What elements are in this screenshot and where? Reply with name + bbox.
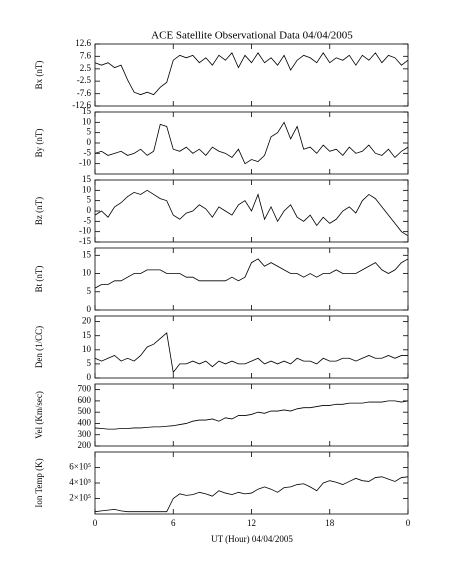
y-tick-label: 600: [78, 395, 92, 405]
y-tick-label: 10: [82, 344, 92, 354]
y-axis-label: Ion Temp (K): [34, 458, 44, 507]
x-tick-label: 6: [171, 518, 176, 528]
y-tick-label: 0: [87, 205, 92, 215]
y-axis-label: Bz (nT): [34, 197, 44, 225]
x-tick-label: 0: [406, 518, 411, 528]
y-tick-label: 200: [78, 440, 92, 450]
data-line: [94, 52, 409, 96]
y-axis-label: By (nT): [34, 129, 44, 158]
y-tick-label: 4×10⁵: [69, 477, 91, 487]
data-line: [94, 258, 409, 289]
y-tick-label: 0: [87, 137, 92, 147]
y-tick-label: 2×10⁵: [69, 493, 91, 503]
y-tick-label: 10: [82, 268, 92, 278]
panel-frame: [94, 451, 409, 515]
panel-frame: [94, 43, 409, 107]
x-tick-label: 18: [325, 518, 335, 528]
y-axis-label: Bt (nT): [34, 266, 44, 293]
y-tick-label: 5: [87, 358, 92, 368]
data-line: [94, 332, 408, 374]
y-tick-label: -2.5: [77, 75, 92, 85]
y-tick-label: 0: [87, 304, 92, 314]
y-axis-label: Bx (nT): [34, 61, 44, 90]
y-tick-label: 5: [87, 286, 92, 296]
y-tick-label: -15: [79, 236, 91, 246]
y-tick-label: 2.5: [80, 63, 92, 73]
chart-title: ACE Satellite Observational Data 04/04/2…: [151, 30, 353, 42]
y-tick-label: -5: [84, 215, 92, 225]
y-tick-label: 0: [87, 372, 92, 382]
x-tick-label: 12: [247, 518, 256, 528]
y-tick-label: -7.6: [77, 88, 92, 98]
y-tick-label: 20: [82, 316, 92, 326]
y-tick-label: -12.6: [72, 100, 91, 110]
y-tick-label: 700: [78, 384, 92, 394]
x-axis-label: UT (Hour) 04/04/2005: [211, 534, 293, 544]
y-tick-label: -10: [79, 158, 91, 168]
y-tick-label: 6×10⁵: [69, 462, 91, 472]
data-line: [94, 476, 409, 513]
y-tick-label: 15: [82, 174, 92, 184]
y-tick-label: 10: [82, 116, 92, 126]
y-tick-label: 7.6: [80, 50, 92, 60]
y-tick-label: 500: [78, 406, 92, 416]
y-axis-label: Den (1/CC): [34, 326, 44, 368]
y-axis-label: Vel (Km/sec): [34, 391, 44, 439]
y-tick-label: 15: [82, 249, 92, 259]
y-tick-label: 15: [82, 330, 92, 340]
y-tick-label: 5: [87, 195, 92, 205]
data-line: [94, 121, 409, 165]
y-tick-label: 12.6: [75, 38, 91, 48]
panel-frame: [94, 383, 409, 447]
y-tick-label: 400: [78, 418, 92, 428]
x-tick-label: 0: [93, 518, 98, 528]
y-tick-label: 300: [78, 429, 92, 439]
y-tick-label: 10: [82, 184, 92, 194]
y-tick-label: -10: [79, 226, 91, 236]
y-tick-label: 5: [87, 127, 92, 137]
panel-frame: [94, 315, 409, 379]
y-tick-label: 15: [82, 106, 92, 116]
panel-frame: [94, 111, 409, 175]
y-tick-label: -5: [84, 147, 92, 157]
data-line: [94, 189, 409, 237]
data-line: [94, 400, 409, 430]
panel-frame: [94, 247, 409, 311]
